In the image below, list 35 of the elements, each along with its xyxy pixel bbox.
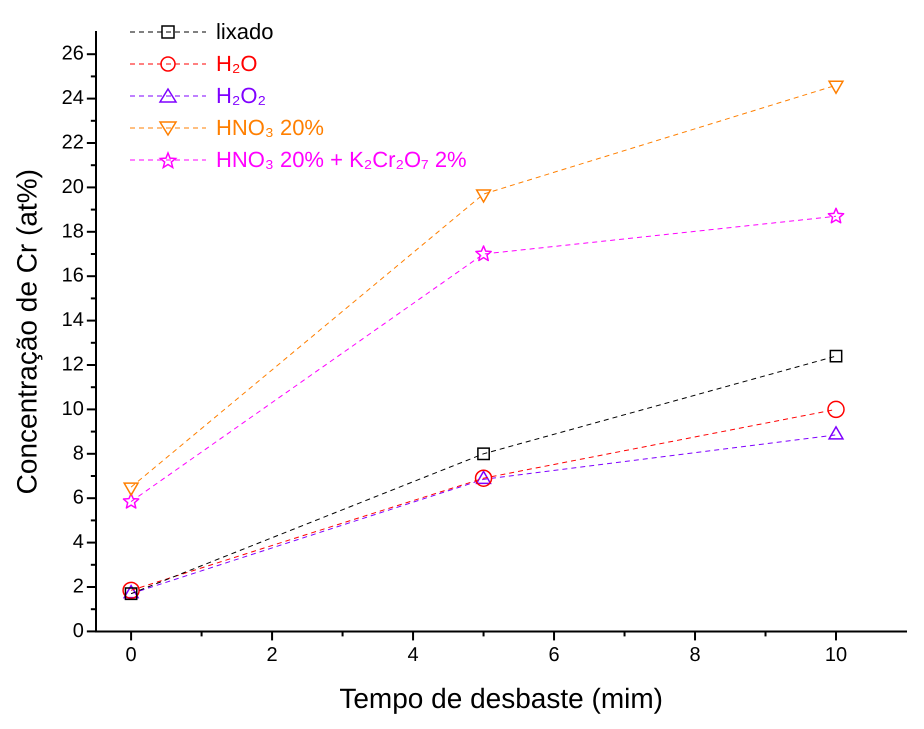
- y-tick-label: 2: [72, 576, 84, 598]
- point: [477, 447, 490, 460]
- x-tick-label: 10: [824, 644, 848, 666]
- y-tick-label: 14: [62, 309, 84, 332]
- point: [123, 584, 139, 598]
- x-tick-label: 6: [548, 644, 560, 666]
- y-tick-label: 12: [62, 354, 84, 376]
- y-tick-label: 4: [72, 531, 84, 554]
- point: [476, 189, 492, 203]
- x-tick-label: 8: [689, 644, 701, 666]
- y-tick-label: 24: [62, 87, 84, 110]
- y-axis-title: Concentração de Cr (at%): [12, 169, 43, 494]
- point: [827, 400, 845, 418]
- x-tick-label: 0: [126, 644, 137, 666]
- x-tick-label: 4: [407, 644, 419, 666]
- point: [122, 582, 140, 600]
- legend-label: HNO₃ 20%: [216, 115, 324, 141]
- legend-label: H₂O₂: [216, 83, 266, 109]
- point: [830, 350, 842, 363]
- point: [122, 492, 140, 509]
- x-axis-title: Tempo de desbaste (mim): [339, 682, 664, 714]
- y-tick-label: 26: [62, 42, 84, 65]
- legend-label: lixado: [216, 19, 274, 45]
- y-tick-label: 16: [62, 264, 84, 287]
- y-tick-label: 22: [62, 132, 84, 154]
- y-tick-label: 20: [62, 176, 84, 198]
- y-tick-label: 6: [72, 486, 84, 509]
- y-tick-label: 0: [72, 620, 84, 642]
- legend-label: H₂O: [216, 51, 258, 77]
- y-tick-label: 8: [72, 442, 84, 464]
- x-tick-label: 2: [266, 644, 278, 666]
- point: [828, 80, 844, 94]
- y-tick-label: 18: [62, 220, 84, 242]
- legend-label: HNO₃ 20% + K₂Cr₂O₇ 2%: [216, 147, 467, 173]
- y-tick-label: 10: [62, 398, 84, 420]
